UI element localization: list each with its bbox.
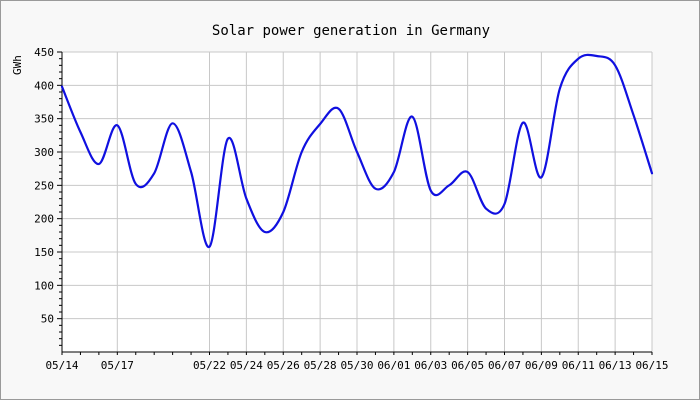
x-tick-label: 06/11 <box>562 359 595 372</box>
y-tick-label: 250 <box>34 179 54 192</box>
data-point <box>374 187 377 190</box>
y-tick-label: 350 <box>34 113 54 126</box>
data-point <box>319 123 321 125</box>
data-point <box>227 137 229 140</box>
data-point <box>208 245 211 248</box>
chart-title: Solar power generation in Germany <box>212 23 490 39</box>
data-point <box>651 172 653 175</box>
x-tick-label: 06/03 <box>414 359 447 372</box>
x-tick-label: 06/01 <box>377 359 410 372</box>
data-point <box>503 203 506 205</box>
data-point <box>522 121 524 124</box>
x-tick-label: 05/26 <box>267 359 300 372</box>
y-tick-label: 150 <box>34 246 54 259</box>
data-point <box>337 107 340 110</box>
y-tick-label: 400 <box>34 79 54 92</box>
x-tick-label: 05/30 <box>340 359 373 372</box>
data-point <box>393 171 395 173</box>
data-point <box>540 176 543 179</box>
x-tick-label: 05/28 <box>304 359 337 372</box>
data-point <box>190 171 192 173</box>
y-tick-label: 100 <box>34 279 54 292</box>
data-point <box>485 207 487 210</box>
series-layer <box>60 53 654 248</box>
x-tick-label: 06/07 <box>488 359 521 372</box>
data-point <box>171 122 174 125</box>
data-point <box>282 211 285 213</box>
x-tick-label: 05/14 <box>45 359 78 372</box>
data-point <box>559 87 561 90</box>
data-point <box>632 114 635 117</box>
x-tick-label: 06/05 <box>451 359 484 372</box>
data-point <box>61 85 63 88</box>
data-point <box>153 172 155 175</box>
x-tick-label: 06/09 <box>525 359 558 372</box>
data-point <box>577 57 580 60</box>
x-tick-label: 06/13 <box>599 359 632 372</box>
x-tick-label: 05/17 <box>101 359 134 372</box>
data-point <box>466 171 469 173</box>
x-tick-label: 05/24 <box>230 359 263 372</box>
data-point <box>411 115 414 118</box>
data-point <box>356 151 358 153</box>
x-tick-label: 06/15 <box>635 359 668 372</box>
data-point <box>264 231 266 233</box>
data-point <box>300 151 303 153</box>
y-axis-label: GWh <box>11 55 24 75</box>
data-point <box>135 183 137 185</box>
data-point <box>614 64 616 67</box>
data-point <box>245 197 248 200</box>
y-tick-label: 50 <box>41 313 54 326</box>
y-tick-label: 200 <box>34 213 54 226</box>
y-tick-label: 450 <box>34 46 54 59</box>
data-point <box>79 131 82 133</box>
data-point <box>448 184 451 187</box>
axis-layer: 50 100 150 200 250 300 350 400 450 05/14 05/17 05/2… <box>34 46 668 372</box>
data-point <box>430 189 432 192</box>
y-tick-label: 300 <box>34 146 54 159</box>
data-point <box>595 55 598 57</box>
data-point <box>98 163 100 165</box>
data-point <box>116 124 119 127</box>
x-tick-label: 05/22 <box>193 359 226 372</box>
